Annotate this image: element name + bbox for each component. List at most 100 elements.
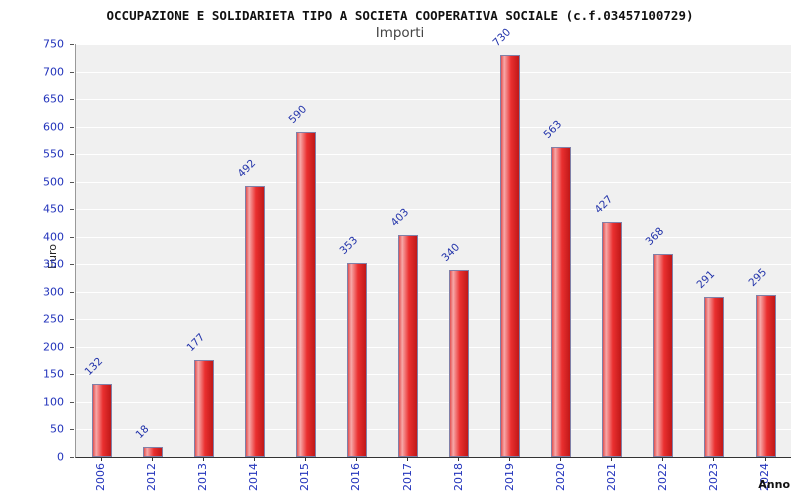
x-tick-slot: 2012 [126,457,177,497]
gridline [76,319,791,321]
bar-slot: 590 [280,44,331,457]
bar-slot: 403 [382,44,433,457]
x-tick-mark [407,457,408,461]
y-tick-mark [70,291,74,293]
bar [551,147,572,457]
bar-value-label: 177 [184,331,207,354]
x-tick-label: 2017 [400,463,414,491]
y-tick-mark [70,99,74,101]
bar-slot: 132 [76,44,127,457]
y-tick-label: 50 [50,422,64,436]
y-tick-label: 250 [43,312,64,326]
x-tick-slot: 2013 [177,457,228,497]
x-tick-mark [662,457,664,461]
plot-area: 132 18 177 492 590 353 403 340 730 563 427 368 291 29… [75,26,791,458]
y-tick-mark [70,154,74,156]
x-tick-label: 2018 [451,463,465,491]
x-tick-label: 2016 [349,463,363,491]
y-tick-mark [70,209,74,211]
bar-value-label: 590 [286,103,310,126]
x-tick-mark [713,457,715,461]
bar-value-label: 132 [82,355,105,378]
bar [193,360,214,457]
bar-slot: 730 [485,26,536,457]
y-tick-label: 0 [57,450,64,464]
y-tick-label: 400 [43,230,64,244]
x-tick-slot: 2020 [535,457,586,497]
y-tick-label: 650 [43,92,64,106]
bar-value-label: 353 [337,234,361,257]
x-tick-mark [458,457,460,461]
bar-value-label: 403 [388,206,412,229]
x-tick-slot: 2018 [433,457,484,497]
bar [602,222,623,457]
gridline [76,154,791,156]
bar-slot: 291 [689,44,740,457]
x-axis-ticks: 2006 2012 2013 2014 2015 2016 2017 2018 2019 2020… [75,457,790,497]
bar-value-label: 563 [541,118,565,141]
y-tick-mark [70,374,74,376]
x-tick-slot: 2017 [381,457,432,497]
x-tick-mark [253,457,255,461]
y-tick-label: 350 [43,257,64,271]
y-axis-ticks: 0 50 100 150 200 250 300 350 400 450 500 550 600 650 7… [0,38,74,464]
gridline [76,236,791,238]
bar-value-label: 340 [439,241,463,264]
x-tick-label: 2012 [145,463,159,491]
y-tick-label: 300 [43,285,64,299]
y-tick-mark [70,457,74,458]
x-tick-label: 2013 [196,463,210,491]
x-tick-slot: 2022 [637,457,688,497]
x-tick-mark [764,457,766,461]
y-tick-mark [70,264,74,266]
y-tick-mark [70,429,74,431]
bar [346,263,367,457]
gridline [76,374,791,376]
x-tick-slot: 2024 [739,457,790,497]
y-tick-label: 750 [43,37,64,51]
bar-slot: 177 [178,44,229,457]
bar [653,254,674,457]
x-tick-label: 2023 [706,463,720,491]
x-tick-label: 2006 [94,463,108,491]
y-tick-label: 550 [43,147,64,161]
x-tick-mark [202,457,204,461]
bar-value-label: 492 [235,157,258,180]
x-tick-label: 2022 [655,463,669,491]
x-tick-mark [151,457,153,461]
x-tick-slot: 2014 [228,457,279,497]
x-tick-mark [509,457,511,461]
bar-value-label: 427 [592,193,616,216]
gridline [76,401,791,403]
y-tick-label: 700 [43,65,64,79]
x-tick-slot: 2016 [330,457,381,497]
gridline [76,99,791,101]
gridline [76,429,791,431]
y-tick-label: 200 [43,340,64,354]
y-tick-mark [70,346,74,348]
bar [244,186,265,457]
y-tick-mark [70,71,74,73]
bar-slot: 353 [331,44,382,457]
y-tick-mark [70,126,74,128]
gridline [76,291,791,293]
x-tick-label: 2015 [298,463,312,491]
gridline [76,209,791,211]
chart-subtitle: Importi [375,25,425,41]
bar [500,55,521,457]
y-tick-mark [70,181,74,183]
bar [755,295,776,457]
bar-slot: 340 [434,44,485,457]
x-tick-slot: 2019 [484,457,535,497]
gridline [76,181,791,183]
x-tick-mark [560,457,562,461]
y-tick-label: 100 [43,395,64,409]
gridline [76,44,791,45]
bar [398,235,418,457]
y-tick-mark [70,236,74,238]
gridline [76,71,791,73]
x-tick-slot: 2021 [586,457,637,497]
bar [295,132,316,457]
bar-value-label: 18 [133,423,152,441]
